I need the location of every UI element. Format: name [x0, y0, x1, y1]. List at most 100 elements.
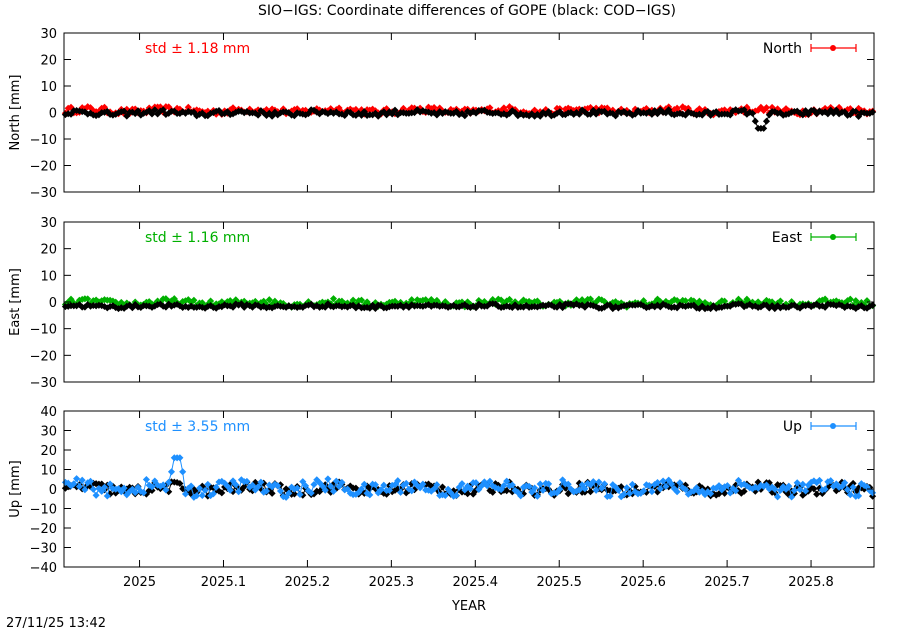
- data-point: [734, 476, 743, 484]
- data-point: [751, 117, 759, 125]
- data-point: [545, 480, 553, 488]
- data-point: [402, 479, 410, 487]
- data-point: [134, 107, 142, 115]
- data-point: [276, 487, 285, 495]
- data-point: [662, 482, 670, 491]
- data-point: [408, 296, 416, 304]
- std-annotation: std ± 1.16 mm: [145, 230, 250, 246]
- data-point: [243, 477, 251, 485]
- data-point: [201, 486, 209, 494]
- data-point: [240, 483, 248, 491]
- x-tick-label: 2025.2: [285, 575, 331, 590]
- data-point: [327, 482, 335, 490]
- data-point: [209, 490, 217, 498]
- data-point: [760, 124, 768, 132]
- data-point: [774, 493, 782, 501]
- chart-title: SIO−IGS: Coordinate differences of GOPE …: [258, 3, 676, 19]
- data-point: [503, 477, 511, 485]
- data-point: [70, 480, 78, 488]
- data-point: [810, 485, 818, 493]
- data-point: [536, 480, 544, 488]
- data-point: [581, 485, 589, 493]
- legend-marker: [830, 234, 836, 240]
- data-point: [813, 490, 821, 498]
- data-point: [78, 476, 86, 484]
- y-tick-label: 20: [40, 444, 57, 459]
- data-point: [106, 480, 114, 488]
- data-point: [505, 295, 514, 303]
- data-point: [380, 481, 388, 489]
- data-point: [338, 478, 346, 486]
- data-point: [707, 490, 715, 498]
- data-point: [254, 111, 262, 119]
- data-point: [148, 486, 156, 495]
- data-point: [762, 104, 771, 112]
- data-point: [790, 486, 798, 495]
- data-point: [193, 492, 201, 500]
- data-point: [391, 106, 399, 114]
- data-point: [120, 107, 128, 115]
- y-tick-label: 0: [49, 483, 57, 498]
- data-point: [486, 104, 494, 112]
- data-point: [452, 491, 460, 499]
- data-point: [508, 481, 516, 489]
- x-tick-label: 2025.7: [704, 575, 750, 590]
- data-point: [120, 484, 128, 492]
- data-point: [827, 477, 835, 485]
- data-point: [142, 475, 150, 484]
- data-point: [483, 482, 491, 490]
- data-point: [586, 488, 595, 496]
- data-point: [296, 490, 304, 499]
- data-point: [852, 107, 860, 116]
- data-point: [846, 295, 854, 303]
- data-point: [302, 482, 310, 490]
- data-point: [268, 489, 276, 497]
- data-point: [218, 489, 226, 497]
- data-point: [366, 491, 374, 499]
- x-tick-label: 2025.5: [536, 575, 582, 590]
- data-point: [489, 488, 497, 496]
- data-point: [785, 482, 793, 490]
- x-axis: 2025 2025.1 2025.2 2025.3 2025.4 2025.5 2025.6…: [123, 575, 834, 590]
- data-point: [408, 487, 416, 495]
- y-tick-label: 20: [40, 54, 57, 69]
- data-point: [626, 489, 634, 498]
- data-point: [329, 295, 338, 303]
- data-point: [204, 480, 212, 488]
- data-point: [438, 483, 447, 491]
- data-point: [598, 484, 606, 492]
- x-tick-label: 2025.6: [620, 575, 666, 590]
- data-point: [723, 482, 731, 490]
- data-point: [394, 477, 402, 485]
- data-point: [628, 480, 636, 488]
- data-point: [667, 480, 676, 488]
- data-point: [179, 468, 187, 476]
- data-point: [821, 485, 829, 493]
- data-point: [352, 484, 360, 492]
- data-point: [324, 475, 332, 483]
- y-tick-label: 10: [40, 464, 57, 479]
- data-point: [740, 487, 748, 495]
- data-point: [349, 296, 357, 304]
- y-tick-label: −20: [30, 160, 57, 175]
- data-point: [533, 492, 541, 500]
- data-point: [181, 490, 190, 498]
- x-tick-label: 2025.3: [369, 575, 415, 590]
- data-point: [640, 487, 648, 495]
- data-point: [257, 478, 265, 486]
- data-point: [399, 104, 407, 112]
- std-annotation: std ± 1.18 mm: [145, 41, 250, 57]
- data-point: [503, 487, 511, 495]
- data-point: [788, 493, 796, 501]
- data-point: [681, 485, 690, 494]
- data-point: [525, 482, 533, 490]
- data-point: [299, 478, 307, 486]
- data-point: [676, 479, 684, 487]
- data-point: [184, 103, 192, 111]
- up-panel: 40 30 20 10 0 −10 −20 −30 −40 Up [mm] std ± 3.55 m…: [8, 405, 877, 576]
- data-point: [843, 486, 852, 494]
- data-point: [656, 485, 664, 493]
- data-point: [165, 478, 173, 486]
- y-tick-label: 30: [40, 216, 57, 231]
